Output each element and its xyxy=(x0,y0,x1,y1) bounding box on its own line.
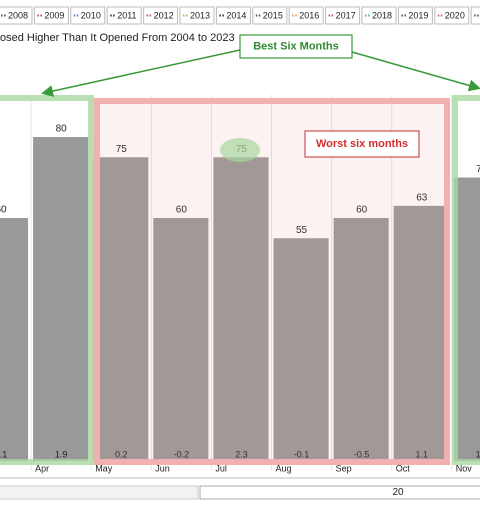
legend-label: 2009 xyxy=(44,10,64,20)
best-label-box xyxy=(239,34,353,59)
legend-item xyxy=(288,6,324,25)
change-label: -0.5 xyxy=(354,449,370,459)
legend-item xyxy=(397,6,433,25)
legend-item xyxy=(434,6,470,25)
legend-item xyxy=(106,6,142,25)
arrow xyxy=(41,49,241,97)
x-tick-label: Nov xyxy=(456,463,473,473)
change-label: 1.1 xyxy=(415,449,428,459)
best-box-right xyxy=(452,95,480,465)
worst-label: Worst six months xyxy=(316,138,408,150)
legend-label: 2020 xyxy=(445,10,465,20)
arrow xyxy=(351,51,480,92)
bar xyxy=(453,177,480,461)
best-box-left xyxy=(0,95,94,465)
x-tick-label: May xyxy=(95,463,113,473)
value-label: 60 xyxy=(176,205,188,216)
legend-item xyxy=(0,6,33,25)
legend: 2008 2009 2010 2011 2012 2013 2014 2015 2016 2017… xyxy=(0,6,480,25)
value-label: 55 xyxy=(296,225,308,236)
scroll-track xyxy=(0,485,199,500)
legend-label: 2018 xyxy=(372,10,392,20)
legend-label: 2013 xyxy=(190,10,210,20)
legend-label: 2019 xyxy=(408,10,428,20)
legend-label: 2012 xyxy=(154,10,174,20)
change-label: 1.1 xyxy=(0,449,7,459)
legend-label: 2011 xyxy=(117,10,136,20)
legend-item xyxy=(325,6,361,25)
value-label: 80 xyxy=(56,124,68,135)
x-tick-label: Jul xyxy=(215,463,227,473)
change-label: -0.2 xyxy=(174,449,190,459)
legend-label: 2017 xyxy=(336,10,356,20)
bar xyxy=(333,218,389,461)
scroll-thumb[interactable] xyxy=(199,485,480,500)
x-tick-label: Apr xyxy=(35,463,49,473)
worst-label-box xyxy=(304,130,420,158)
x-tick-label: Oct xyxy=(396,463,411,473)
bar xyxy=(213,157,269,461)
x-tick-label: Sep xyxy=(336,463,352,473)
bar xyxy=(273,238,329,461)
best-label: Best Six Months xyxy=(253,40,339,52)
highlight-ellipse xyxy=(220,138,260,162)
plot-area: 601.1801.9Apr750.2May60-0.2Jun752.3Jul55… xyxy=(0,95,480,473)
legend-label: 2016 xyxy=(299,10,319,20)
bar xyxy=(393,205,449,461)
value-label: 75 xyxy=(116,144,128,155)
value-label: 60 xyxy=(356,205,368,216)
change-label: 2.3 xyxy=(235,449,248,459)
bar xyxy=(153,218,209,461)
legend-item xyxy=(361,6,397,25)
legend-item xyxy=(33,6,69,25)
chart-title: osed Higher Than It Opened From 2004 to … xyxy=(0,32,235,44)
change-label: 0.2 xyxy=(115,449,128,459)
scroll-label: 20 xyxy=(392,487,404,498)
bar xyxy=(0,218,29,461)
legend-item xyxy=(179,6,215,25)
legend-item xyxy=(252,6,288,25)
legend-label: 2015 xyxy=(263,10,283,20)
change-label: -0.1 xyxy=(294,449,310,459)
legend-label: 2008 xyxy=(8,10,28,20)
worst-box xyxy=(94,98,450,465)
legend-label: 2010 xyxy=(81,10,101,20)
bar xyxy=(33,137,89,461)
x-tick-label: Jun xyxy=(155,463,170,473)
bar xyxy=(93,157,149,461)
legend-label: 2014 xyxy=(226,10,246,20)
legend-item xyxy=(143,6,179,25)
change-label: 1.6 xyxy=(476,449,480,459)
value-label: 70 xyxy=(476,164,480,175)
value-label: 63 xyxy=(416,192,428,203)
value-label: 60 xyxy=(0,205,7,216)
change-label: 1.9 xyxy=(55,449,68,459)
legend-item xyxy=(215,6,251,25)
legend-item xyxy=(70,6,106,25)
x-tick-label: Aug xyxy=(276,463,292,473)
